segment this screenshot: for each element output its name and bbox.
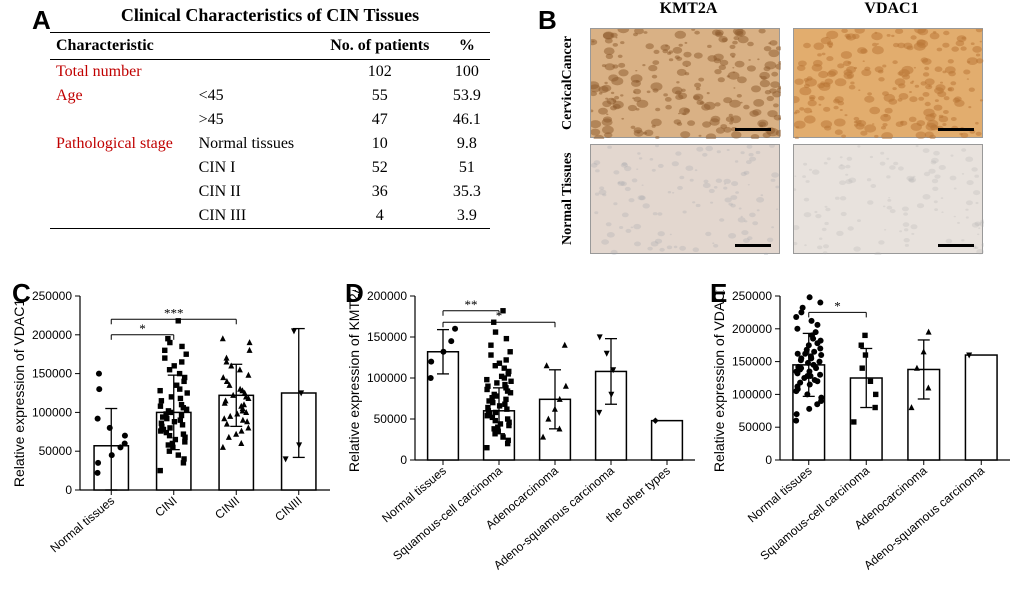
table-row-char <box>50 180 199 204</box>
micrograph-kmt2a-normal <box>590 144 780 254</box>
table-row-n: 102 <box>316 60 444 85</box>
table-row-n: 55 <box>316 84 444 108</box>
table-row-sub: <45 <box>199 84 316 108</box>
svg-text:150000: 150000 <box>732 355 772 369</box>
table-row-char: Total number <box>50 60 199 85</box>
svg-text:CINIII: CINIII <box>272 494 304 524</box>
table-row-n: 52 <box>316 156 444 180</box>
th-sub <box>199 33 316 60</box>
svg-text:**: ** <box>465 297 478 312</box>
col-head-kmt2a: KMT2A <box>590 0 787 22</box>
table-row-n: 10 <box>316 132 444 156</box>
svg-text:*: * <box>139 321 146 336</box>
svg-text:50000: 50000 <box>739 420 773 434</box>
micrograph-kmt2a-cancer <box>590 28 780 138</box>
row-head-cancer: CervicalCancer <box>560 28 584 138</box>
svg-text:0: 0 <box>65 483 72 497</box>
table-row-sub: CIN II <box>199 180 316 204</box>
row-head-normal: Normal Tissues <box>560 144 584 254</box>
characteristics-table: Characteristic No. of patients % Total n… <box>50 32 490 229</box>
table-row-char <box>50 108 199 132</box>
svg-text:Relative expression of VDAC1: Relative expression of VDAC1 <box>711 290 727 472</box>
svg-text:***: *** <box>164 305 184 320</box>
svg-text:Squamous-cell carcinoma: Squamous-cell carcinoma <box>757 463 872 563</box>
table-row-n: 47 <box>316 108 444 132</box>
table-row-pct: 46.1 <box>444 108 490 132</box>
svg-text:100000: 100000 <box>732 387 772 401</box>
svg-text:100000: 100000 <box>32 405 72 419</box>
svg-text:50000: 50000 <box>374 412 408 426</box>
micrograph-vdac1-cancer <box>793 28 983 138</box>
chart-e: 0 50000 100000 150000 200000 250000 Relative e… <box>710 290 1020 600</box>
table-row-char <box>50 156 199 180</box>
table-row-sub: >45 <box>199 108 316 132</box>
table-row-n: 4 <box>316 204 444 229</box>
svg-text:CINI: CINI <box>152 494 179 520</box>
svg-text:0: 0 <box>765 453 772 467</box>
th-n: No. of patients <box>316 33 444 60</box>
svg-text:CINII: CINII <box>212 494 242 522</box>
svg-text:150000: 150000 <box>367 330 407 344</box>
svg-text:Adeno-squamous carcinoma: Adeno-squamous carcinoma <box>861 463 987 572</box>
table-row-pct: 9.8 <box>444 132 490 156</box>
svg-text:250000: 250000 <box>732 290 772 303</box>
micrograph-vdac1-normal <box>793 144 983 254</box>
svg-text:0: 0 <box>400 453 407 467</box>
table-row-char: Age <box>50 84 199 108</box>
table-row-pct: 3.9 <box>444 204 490 229</box>
chart-d: 0 50000 100000 150000 200000 Relative express… <box>345 290 705 600</box>
svg-text:Normal tissues: Normal tissues <box>47 494 117 556</box>
table-row-sub: CIN III <box>199 204 316 229</box>
table-row-char <box>50 204 199 229</box>
svg-text:200000: 200000 <box>732 322 772 336</box>
svg-text:200000: 200000 <box>367 290 407 303</box>
table-row-pct: 51 <box>444 156 490 180</box>
svg-text:250000: 250000 <box>32 290 72 303</box>
table-row-pct: 35.3 <box>444 180 490 204</box>
th-characteristic: Characteristic <box>50 33 199 60</box>
svg-text:150000: 150000 <box>32 367 72 381</box>
svg-text:*: * <box>496 308 503 323</box>
chart-c: 0 50000 100000 150000 200000 250000 Relative e… <box>10 290 340 600</box>
svg-text:200000: 200000 <box>32 328 72 342</box>
svg-text:Relative expression of VDAC1: Relative expression of VDAC1 <box>11 299 27 488</box>
panel-a-title: Clinical Characteristics of CIN Tissues <box>50 5 490 26</box>
svg-text:100000: 100000 <box>367 371 407 385</box>
table-row-sub <box>199 60 316 85</box>
th-pct: % <box>444 33 490 60</box>
panel-b-image-grid: KMT2A VDAC1 CervicalCancer Normal Tissue… <box>560 0 990 254</box>
panel-label-b: B <box>538 5 557 36</box>
svg-text:50000: 50000 <box>39 444 73 458</box>
table-row-char: Pathological stage <box>50 132 199 156</box>
svg-text:*: * <box>834 298 841 313</box>
svg-text:Relative expression of KMT2A: Relative expression of KMT2A <box>346 290 362 472</box>
table-row-pct: 53.9 <box>444 84 490 108</box>
table-row-sub: CIN I <box>199 156 316 180</box>
svg-text:Squamous-cell carcinoma: Squamous-cell carcinoma <box>390 463 505 563</box>
panel-label-a: A <box>32 5 51 36</box>
panel-a-table: Clinical Characteristics of CIN Tissues … <box>50 5 490 229</box>
col-head-vdac1: VDAC1 <box>793 0 990 22</box>
table-row-pct: 100 <box>444 60 490 85</box>
table-row-n: 36 <box>316 180 444 204</box>
table-row-sub: Normal tissues <box>199 132 316 156</box>
